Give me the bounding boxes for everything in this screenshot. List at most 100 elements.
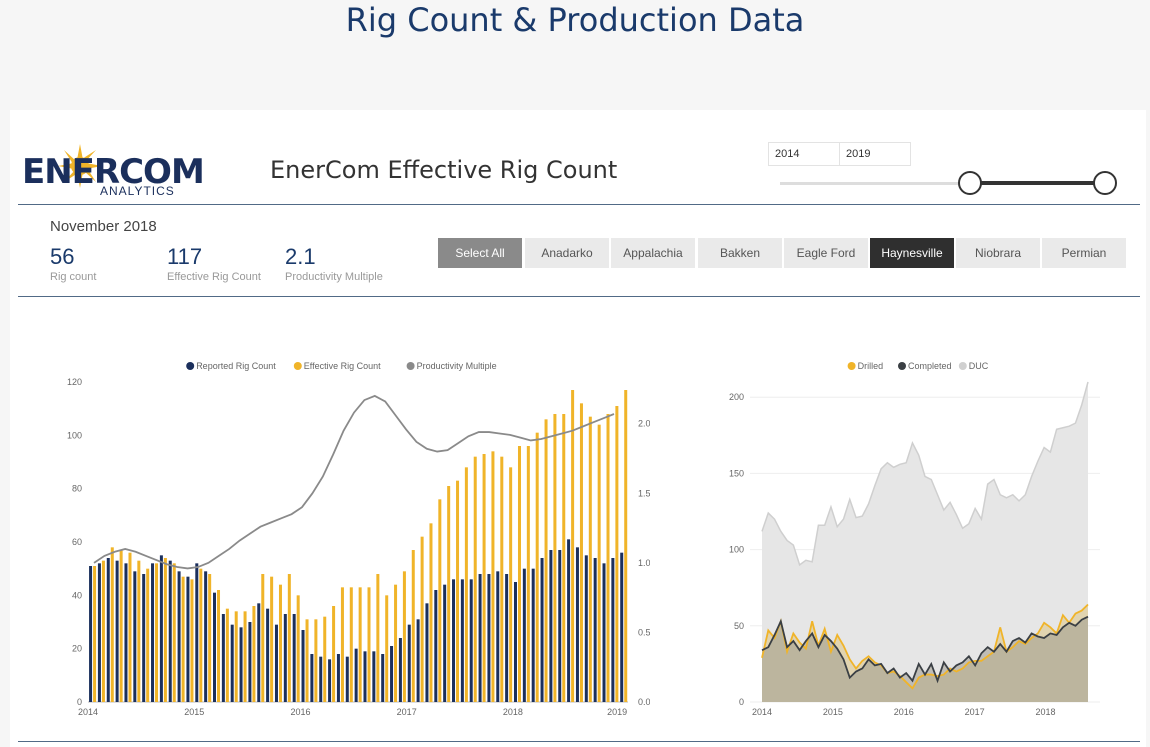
header-divider [18,204,1140,205]
reported-rig-bar [142,574,146,702]
x-axis-tick-label: 2016 [894,707,914,717]
reported-rig-bar [452,579,456,702]
y-axis-tick-label: 80 [72,484,82,494]
effective-rig-bar [208,574,212,702]
y-axis-tick-label: 0 [739,697,744,707]
duc-line [761,381,1089,567]
effective-rig-bar [340,587,344,702]
legend-label: Reported Rig Count [196,361,276,371]
select-all-button[interactable]: Select All [438,238,522,268]
reported-rig-bar [345,656,349,702]
y-axis-tick-label: 100 [729,545,744,555]
x-axis-tick-label: 2019 [607,707,627,717]
legend-label: Drilled [858,361,884,371]
reported-rig-bar [522,568,526,702]
date-slider-track[interactable] [780,182,1105,185]
effective-rig-bar [394,584,398,702]
effective-rig-bar [181,576,185,702]
reported-rig-bar [496,571,500,702]
reported-rig-bar [168,560,172,702]
reported-rig-bar [204,571,208,702]
basin-button-bakken[interactable]: Bakken [698,238,782,268]
effective-rig-bar [217,590,221,702]
y-axis-tick-label: 120 [67,377,82,387]
y-axis-tick-label: 20 [72,644,82,654]
y2-axis-tick-label: 1.0 [638,558,650,568]
reported-rig-bar [106,558,110,702]
reported-rig-bar [390,646,394,702]
logo-sub-text: ANALYTICS [100,184,175,198]
app-title: EnerCom Effective Rig Count [270,156,618,184]
effective-rig-bar [128,552,132,702]
basin-button-haynesville[interactable]: Haynesville [870,238,954,268]
rig-count-label: Rig count [50,271,97,283]
productivity-multiple-value: 2.1 [285,244,316,269]
reported-rig-bar [549,550,553,702]
reported-rig-bar [257,603,261,702]
effective-rig-bar [482,454,486,702]
legend-label: DUC [969,361,989,371]
end-year-input[interactable]: 2019 [839,142,911,166]
reported-rig-bar [133,571,137,702]
reported-rig-bar [558,550,562,702]
dashboard-panel: ENERCOM ANALYTICS EnerCom Effective Rig … [10,110,1146,747]
reported-rig-bar [434,590,438,702]
effective-rig-bar [349,587,353,702]
basin-button-appalachia[interactable]: Appalachia [611,238,695,268]
duc-chart: Drilled Completed DUC 0 50 100 150 200 2014 2015 2… [729,361,1100,717]
effective-rig-bar [624,390,628,702]
x-axis-tick-label: 2015 [184,707,204,717]
basin-button-eagle-ford[interactable]: Eagle Ford [784,238,868,268]
date-slider-start-handle[interactable] [958,171,982,195]
reported-rig-bar [443,584,447,702]
reported-rig-bar [407,624,411,702]
effective-rig-bar [606,414,610,702]
x-axis-tick-label: 2015 [823,707,843,717]
effective-rig-bar [119,550,123,702]
kpi-divider [18,296,1140,297]
effective-rig-bar [579,403,583,702]
sun-logo-icon [58,144,102,188]
legend-marker [898,362,906,370]
rig-count-value: 56 [50,244,75,269]
start-year-input[interactable]: 2014 [768,142,840,166]
effective-rig-bar [429,523,433,702]
basin-button-permian[interactable]: Permian [1042,238,1126,268]
legend-marker [186,362,195,370]
reported-rig-bar [151,563,155,702]
y2-axis-tick-label: 0.0 [638,697,650,707]
effective-rig-bar [553,414,557,702]
effective-rig-bar [615,406,619,702]
effective-rig-count-value: 117 [167,244,203,269]
legend-marker [406,362,415,370]
reported-rig-bar [115,560,119,702]
reported-rig-bar [531,568,535,702]
effective-rig-bar [509,467,513,702]
reported-rig-bar [611,558,615,702]
basin-button-niobrara[interactable]: Niobrara [956,238,1040,268]
date-slider-end-handle[interactable] [1093,171,1117,195]
basin-button-anadarko[interactable]: Anadarko [525,238,609,268]
reported-rig-bar [575,547,579,702]
page-title: Rig Count & Production Data [345,1,805,39]
effective-rig-bar [278,584,282,702]
kpi-period: November 2018 [50,218,157,235]
effective-rig-bar [270,576,274,702]
reported-rig-bar [97,563,101,702]
reported-rig-bar [425,603,429,702]
legend-label: Productivity Multiple [417,361,497,371]
productivity-multiple-line [93,394,615,570]
reported-rig-bar [593,558,597,702]
effective-rig-bar [323,616,327,702]
effective-rig-bar [367,587,371,702]
legend-marker [958,362,967,370]
effective-rig-bar [544,419,548,702]
effective-rig-bar [163,558,167,702]
footer-divider [18,741,1140,742]
reported-rig-bar [89,566,93,702]
rig-count-chart: Reported Rig Count Effective Rig Count Pro… [67,361,650,717]
reported-rig-bar [328,659,332,702]
reported-rig-bar [469,579,473,702]
y2-axis-tick-label: 1.5 [638,488,650,498]
effective-rig-bar [234,611,238,702]
